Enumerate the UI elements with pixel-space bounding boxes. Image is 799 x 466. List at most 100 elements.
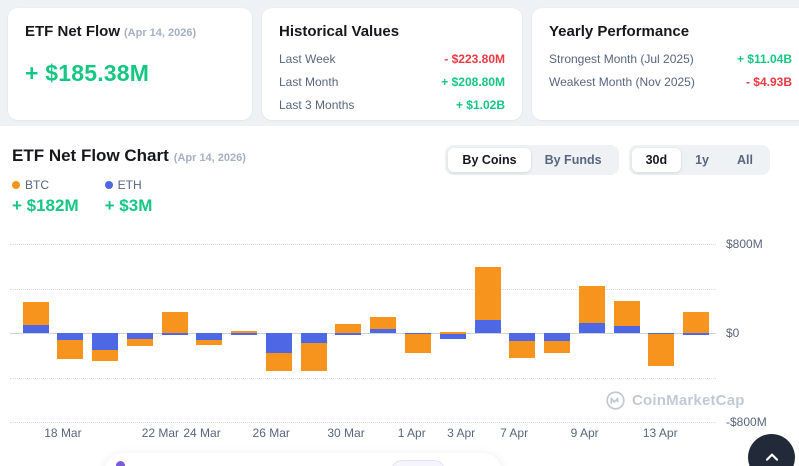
x-axis-label: 22 Mar	[141, 426, 180, 440]
bar-segment-eth[interactable]	[300, 333, 327, 343]
bar-segment-btc[interactable]	[161, 312, 188, 333]
historical-values-rows: Last Week - $223.80M Last Month + $208.80M L…	[279, 52, 505, 112]
view-tab-group: By Coins By Funds	[445, 145, 619, 175]
stat-row: Last Week - $223.80M	[279, 52, 505, 66]
chart-section: ETF Net Flow Chart (Apr 14, 2026) By Coin…	[0, 126, 799, 466]
stat-label: Weakest Month (Nov 2025)	[549, 75, 695, 89]
stat-label: Last 3 Months	[279, 98, 355, 112]
stat-label: Last Month	[279, 75, 339, 89]
stat-value: + $1.02B	[455, 98, 505, 112]
range-tab-1y[interactable]: 1y	[681, 148, 723, 172]
bar-segment-eth[interactable]	[92, 333, 118, 350]
bar-segment-btc[interactable]	[126, 339, 153, 346]
bar-segment-eth[interactable]	[578, 323, 605, 333]
bar-segment-eth[interactable]	[683, 332, 710, 335]
bar-segment-btc[interactable]	[196, 340, 223, 346]
bar-segment-btc[interactable]	[265, 352, 292, 371]
stat-label: Strongest Month (Jul 2025)	[549, 52, 694, 66]
bar-segment-btc[interactable]	[300, 342, 327, 372]
historical-values-title: Historical Values	[279, 23, 400, 40]
gridline	[10, 377, 716, 379]
x-axis-label: 3 Apr	[447, 426, 476, 440]
bar-segment-btc[interactable]	[439, 331, 466, 334]
bar-segment-btc[interactable]	[578, 286, 605, 323]
watermark: CoinMarketCap	[605, 390, 745, 411]
bar-segment-btc[interactable]	[509, 341, 536, 359]
plot-area: $800M $0 -$800M	[10, 236, 767, 429]
x-axis-label: 24 Mar	[183, 426, 221, 440]
bar-segment-eth[interactable]	[544, 333, 571, 342]
bar-segment-btc[interactable]	[405, 333, 431, 354]
legend-item-btc[interactable]: BTC + $182M	[12, 178, 79, 216]
yearly-performance-rows: Strongest Month (Jul 2025) + $11.04B Weake…	[549, 52, 792, 89]
zero-gridline	[10, 333, 716, 334]
y-axis-label: $800M	[726, 237, 763, 251]
stat-value: + $11.04B	[736, 52, 792, 66]
x-axis-label: 9 Apr	[570, 426, 599, 440]
stat-value: - $4.93B	[745, 75, 792, 89]
historical-values-card: Historical Values Last Week - $223.80M Las…	[262, 8, 522, 120]
chart-title-date: (Apr 14, 2026)	[173, 152, 246, 164]
bar-segment-btc[interactable]	[22, 302, 49, 325]
y-axis-label: $0	[726, 326, 740, 340]
x-axis-label: 1 Apr	[397, 426, 426, 440]
view-tab-by-funds[interactable]: By Funds	[531, 148, 616, 172]
view-tab-by-coins[interactable]: By Coins	[448, 148, 531, 172]
search-shortcut-pill[interactable]	[391, 460, 445, 466]
stat-value: + $208.80M	[441, 75, 505, 89]
bar-segment-eth[interactable]	[474, 319, 501, 333]
yearly-performance-card: Yearly Performance Strongest Month (Jul …	[532, 8, 799, 120]
legend-coin-name: BTC	[25, 178, 49, 192]
bar-segment-eth[interactable]	[231, 333, 258, 335]
range-tab-group: 30d 1y All	[628, 145, 770, 175]
bar-segment-eth[interactable]	[335, 333, 362, 335]
bar-segment-btc[interactable]	[335, 324, 362, 333]
x-axis-label: 26 Mar	[252, 426, 290, 440]
bar-segment-btc[interactable]	[544, 341, 571, 353]
bar-segment-btc[interactable]	[231, 331, 258, 334]
net-flow-title-text: ETF Net Flow	[25, 23, 120, 40]
bar-segment-btc[interactable]	[648, 333, 675, 366]
bar-segment-eth[interactable]	[57, 333, 84, 340]
yearly-performance-title: Yearly Performance	[549, 23, 690, 40]
stat-row: Strongest Month (Jul 2025) + $11.04B	[549, 52, 792, 66]
scroll-to-top-button[interactable]	[748, 434, 795, 466]
net-flow-value: + $185.38M	[25, 60, 150, 86]
bar-segment-eth[interactable]	[370, 329, 397, 333]
bar-segment-btc[interactable]	[474, 267, 501, 320]
bar-segment-eth[interactable]	[126, 333, 153, 340]
bar-segment-eth[interactable]	[196, 333, 223, 341]
stat-row: Last 3 Months + $1.02B	[279, 98, 505, 112]
bar-segment-eth[interactable]	[161, 333, 188, 335]
bar-segment-eth[interactable]	[439, 333, 466, 340]
x-axis-label: 18 Mar	[44, 426, 82, 440]
x-axis-label: 30 Mar	[327, 426, 365, 440]
gridline	[10, 422, 716, 423]
watermark-text: CoinMarketCap	[632, 392, 745, 409]
coinmarketcap-logo-icon	[606, 391, 625, 410]
net-flow-card-title: ETF Net Flow (Apr 14, 2026)	[25, 23, 235, 40]
floating-search-bar[interactable]	[105, 453, 501, 466]
legend-item-eth[interactable]: ETH + $3M	[104, 178, 152, 216]
gridline	[10, 288, 716, 290]
bar-segment-btc[interactable]	[57, 339, 84, 359]
legend-coin-name: ETH	[117, 178, 142, 192]
chart-legend: BTC + $182M ETH + $3M	[12, 178, 152, 216]
bar-segment-eth[interactable]	[509, 333, 536, 342]
chart-tab-groups: By Coins By Funds 30d 1y All	[445, 145, 770, 175]
legend-label: BTC	[12, 178, 79, 192]
summary-cards-row: ETF Net Flow (Apr 14, 2026) + $185.38M Hi…	[8, 8, 799, 120]
bar-segment-btc[interactable]	[683, 312, 710, 333]
stat-label: Last Week	[279, 52, 336, 66]
range-tab-all[interactable]: All	[723, 148, 767, 172]
bar-segment-btc[interactable]	[613, 300, 640, 327]
range-tab-30d[interactable]: 30d	[631, 148, 682, 172]
bar-segment-eth[interactable]	[22, 324, 49, 333]
bar-segment-eth[interactable]	[265, 333, 292, 353]
stat-value: - $223.80M	[444, 52, 505, 66]
x-axis: 18 Mar 22 Mar 24 Mar 26 Mar 30 Mar 1 Apr 3 Apr…	[10, 426, 716, 442]
bar-segment-btc[interactable]	[370, 316, 397, 330]
bar-segment-btc[interactable]	[92, 349, 118, 361]
bar-segment-eth[interactable]	[613, 326, 640, 333]
